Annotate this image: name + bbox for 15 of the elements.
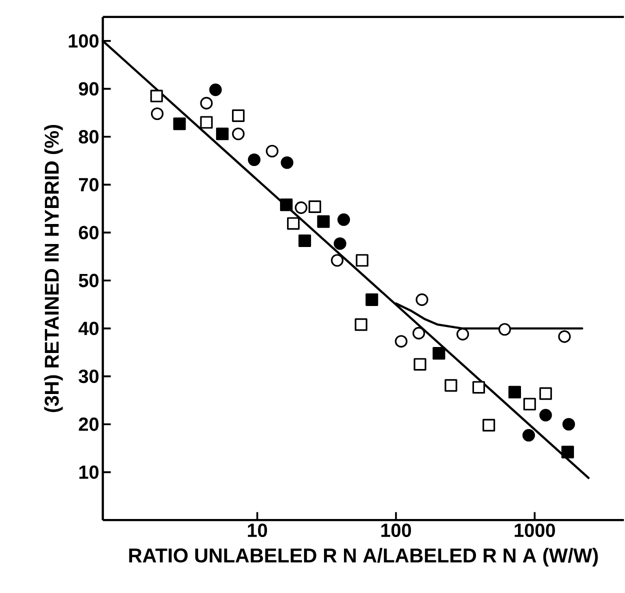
x-tick-label: 100 — [381, 524, 412, 538]
y-axis-title: (3H) RETAINED IN HYBRID (%) — [44, 125, 63, 412]
y-tick-label: 10 — [79, 465, 99, 479]
x-axis-title: RATIO UNLABELED R N A/LABELED R N A (W/W) — [129, 548, 598, 567]
y-tick-label: 90 — [78, 82, 99, 96]
x-tick-label: 10 — [248, 524, 268, 538]
x-tick-label: 1000 — [514, 524, 555, 538]
y-tick-label: 20 — [78, 418, 99, 431]
y-tick-label: 100 — [68, 34, 99, 48]
y-tick-label: 80 — [78, 130, 99, 144]
y-tick-label: 60 — [78, 226, 99, 240]
y-tick-label: 50 — [78, 274, 99, 288]
y-tick-label: 30 — [78, 370, 99, 384]
y-tick-label: 70 — [79, 178, 99, 192]
y-tick-label: 40 — [78, 322, 99, 336]
